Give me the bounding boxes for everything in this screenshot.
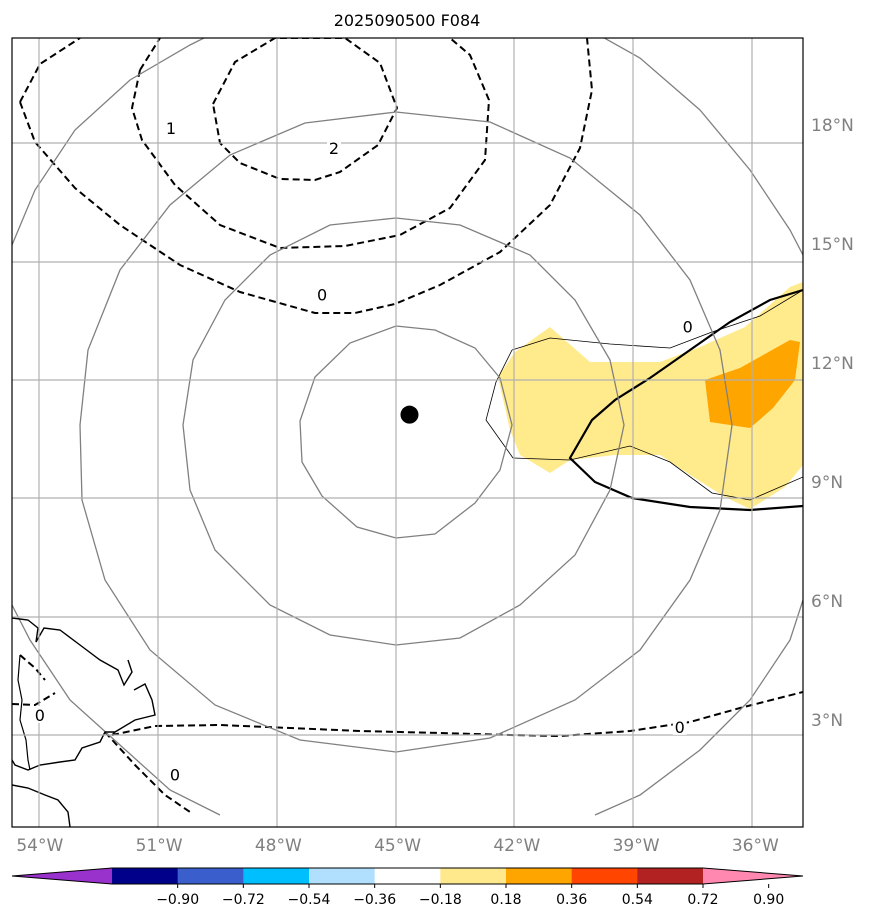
colorbar-tick-label: 0.36 (556, 892, 587, 908)
lon-tick-label: 39°W (613, 836, 660, 856)
colorbar-tick-label: −0.54 (288, 892, 331, 908)
colorbar-segment (309, 868, 376, 884)
gridlines (12, 38, 803, 827)
contour-label-bg (315, 285, 330, 303)
colorbar-tick-label: −0.72 (222, 892, 265, 908)
colorbar-extend-low (12, 868, 112, 884)
thin-contour-west (485, 349, 514, 459)
lon-tick-label: 45°W (374, 836, 421, 856)
lon-tick-label: 51°W (136, 836, 183, 856)
colorbar-tick-label: −0.36 (353, 892, 396, 908)
colorbar-segment (243, 868, 310, 884)
lat-tick-label: 3°N (811, 711, 843, 731)
contour-label-bg (672, 717, 687, 735)
colorbar-segment (440, 868, 507, 884)
thin-contour (511, 289, 803, 351)
lon-tick-label: 42°W (493, 836, 540, 856)
colorbar-tick-label: 0.72 (687, 892, 718, 908)
contour-label: 2 (329, 139, 339, 158)
plot-frame (11, 37, 804, 828)
lon-axis-labels: 54°W 51°W 48°W 45°W 42°W 39°W 36°W (16, 836, 779, 856)
coastline-inner (17, 654, 31, 771)
contour-label-bg (326, 139, 341, 157)
lat-tick-label: 18°N (811, 116, 854, 136)
contour-label: 0 (317, 286, 327, 305)
lat-tick-label: 9°N (811, 473, 843, 493)
lat-tick-label: 12°N (811, 354, 854, 374)
coastline (12, 617, 156, 827)
lon-tick-label: 48°W (255, 836, 302, 856)
colorbar-segment (506, 868, 573, 884)
contour-label-bg (167, 765, 182, 783)
thin-contour-lower (512, 445, 803, 501)
colorbar-segment (177, 868, 244, 884)
colorbar-tick-label: −0.90 (156, 892, 199, 908)
colorbar-tick-label: −0.18 (419, 892, 462, 908)
contour-label: 0 (35, 706, 45, 725)
contour-labels: 1 2 0 0 0 0 0 (32, 119, 695, 784)
dashed-contours (12, 38, 803, 813)
contour-label: 0 (170, 765, 180, 784)
colorbar-extend-high (703, 868, 803, 884)
storm-center-marker (400, 405, 419, 424)
lat-tick-label: 15°N (811, 235, 854, 255)
colorbar-outline (11, 867, 804, 885)
colorbar-segment (374, 868, 441, 884)
colorbar-tick-label: 0.90 (753, 892, 784, 908)
contour-label-bg (32, 705, 47, 723)
colorbar-segment (571, 868, 638, 884)
colorbar-segment (637, 868, 704, 884)
contour-label: 0 (675, 718, 685, 737)
colorbar-tick-label: 0.18 (490, 892, 521, 908)
contour-label-bg (680, 317, 695, 335)
lat-tick-label: 6°N (811, 592, 843, 612)
contour-label-bg (163, 119, 178, 137)
lon-tick-label: 54°W (16, 836, 63, 856)
lon-tick-label: 36°W (732, 836, 779, 856)
colorbar: −0.90 −0.72 −0.54 −0.36 −0.18 0.18 0.36 0.54 0.7… (11, 867, 804, 908)
contour-label: 1 (166, 119, 176, 138)
lat-axis-labels: 3°N 6°N 9°N 12°N 15°N 18°N (811, 116, 854, 731)
colorbar-tick-label: 0.54 (622, 892, 653, 908)
colorbar-segment (112, 868, 179, 884)
map-layers (12, 38, 803, 827)
contour-label: 0 (683, 317, 693, 336)
solid-contour-zero (568, 288, 803, 512)
chart-title: 2025090500 F084 (334, 11, 481, 30)
